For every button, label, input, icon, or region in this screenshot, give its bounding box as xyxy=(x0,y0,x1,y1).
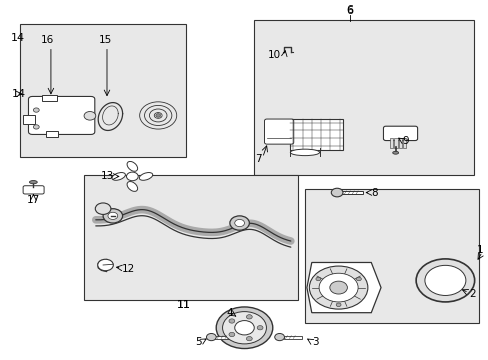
Bar xyxy=(22,115,35,124)
Text: 6: 6 xyxy=(346,6,353,16)
Text: 16: 16 xyxy=(41,35,54,45)
FancyBboxPatch shape xyxy=(383,126,417,140)
Polygon shape xyxy=(306,262,380,313)
Circle shape xyxy=(84,112,96,120)
Circle shape xyxy=(424,265,465,296)
Ellipse shape xyxy=(29,180,37,184)
Circle shape xyxy=(103,209,122,223)
Circle shape xyxy=(126,172,138,181)
Circle shape xyxy=(246,337,252,341)
Circle shape xyxy=(330,188,342,197)
Bar xyxy=(42,95,57,101)
Text: 4: 4 xyxy=(226,309,232,318)
Text: 14: 14 xyxy=(10,33,24,43)
Ellipse shape xyxy=(127,161,137,171)
Circle shape xyxy=(206,333,216,341)
Text: 3: 3 xyxy=(311,337,318,347)
Bar xyxy=(283,336,302,338)
Bar xyxy=(83,175,298,300)
Bar xyxy=(254,21,473,175)
Text: 17: 17 xyxy=(27,195,40,205)
Ellipse shape xyxy=(112,172,125,180)
Circle shape xyxy=(335,303,340,307)
Circle shape xyxy=(234,220,244,226)
Text: 5: 5 xyxy=(195,337,201,347)
Text: 8: 8 xyxy=(370,188,377,198)
Text: 14: 14 xyxy=(11,89,25,99)
FancyBboxPatch shape xyxy=(28,96,95,134)
Text: 11: 11 xyxy=(176,300,190,310)
Bar xyxy=(389,138,392,148)
Ellipse shape xyxy=(290,149,319,156)
Circle shape xyxy=(228,332,234,337)
Circle shape xyxy=(257,325,263,330)
Text: 11: 11 xyxy=(176,300,190,310)
FancyBboxPatch shape xyxy=(23,186,44,194)
Text: 12: 12 xyxy=(122,264,135,274)
Bar xyxy=(305,189,478,323)
Text: 15: 15 xyxy=(99,35,112,45)
Text: 13: 13 xyxy=(101,171,114,181)
Bar xyxy=(393,138,397,148)
Circle shape xyxy=(216,307,272,348)
Bar xyxy=(398,138,401,148)
Bar xyxy=(341,191,362,194)
FancyBboxPatch shape xyxy=(264,119,293,144)
Ellipse shape xyxy=(139,172,152,180)
Circle shape xyxy=(309,266,367,309)
Ellipse shape xyxy=(127,181,137,192)
Text: 9: 9 xyxy=(401,136,408,146)
Bar xyxy=(45,131,58,137)
Circle shape xyxy=(222,312,266,344)
Circle shape xyxy=(228,319,234,323)
Ellipse shape xyxy=(392,151,398,154)
Circle shape xyxy=(315,277,320,281)
Circle shape xyxy=(33,108,39,112)
Circle shape xyxy=(329,281,346,294)
Bar xyxy=(20,24,185,157)
Circle shape xyxy=(98,259,113,271)
Circle shape xyxy=(108,212,118,220)
Text: 10: 10 xyxy=(267,50,281,60)
Circle shape xyxy=(156,114,160,117)
Circle shape xyxy=(229,216,249,230)
Circle shape xyxy=(234,320,254,335)
Bar xyxy=(289,119,343,149)
Bar xyxy=(215,336,233,338)
Circle shape xyxy=(154,113,162,118)
Circle shape xyxy=(33,125,39,129)
Text: 6: 6 xyxy=(346,5,353,15)
Circle shape xyxy=(356,277,361,281)
Circle shape xyxy=(246,315,252,319)
Circle shape xyxy=(319,273,357,302)
Text: 7: 7 xyxy=(254,154,261,164)
Bar xyxy=(402,138,406,148)
Text: 2: 2 xyxy=(468,289,474,299)
Circle shape xyxy=(95,203,111,215)
Text: 1: 1 xyxy=(476,245,483,255)
Circle shape xyxy=(274,333,284,341)
Circle shape xyxy=(415,259,474,302)
